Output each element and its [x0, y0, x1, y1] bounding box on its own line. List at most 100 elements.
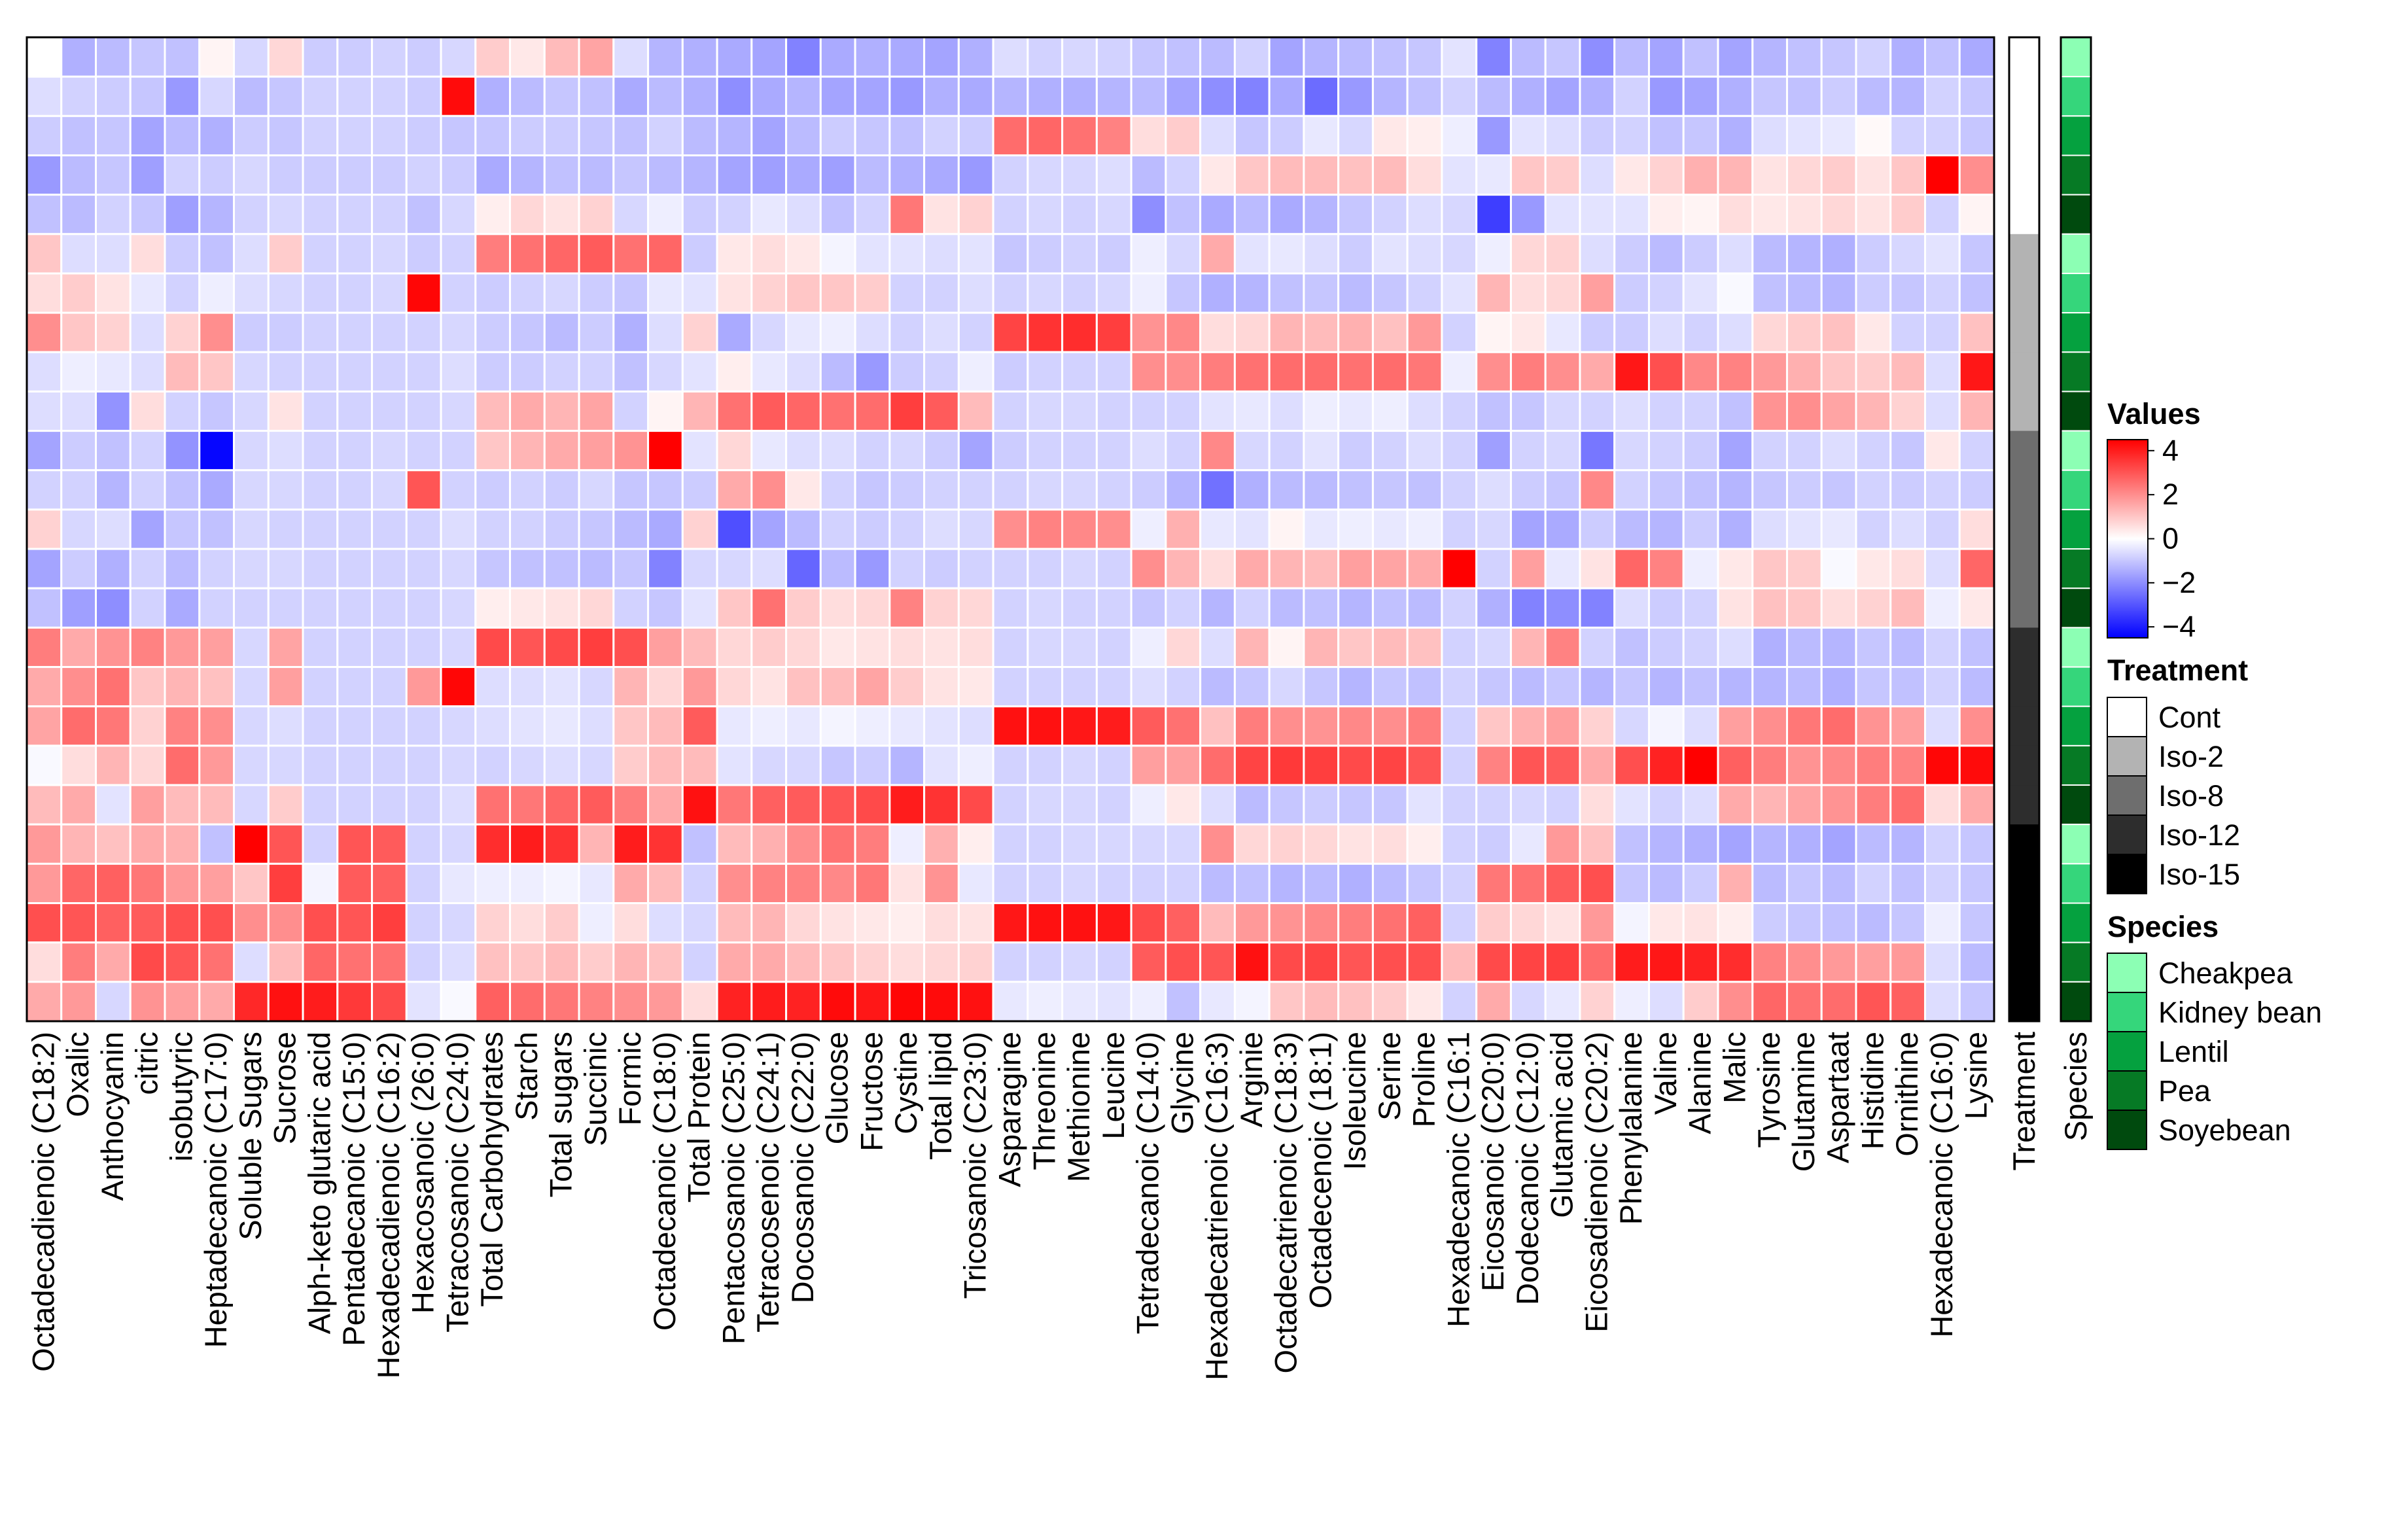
heatmap-cell: [785, 390, 822, 432]
heatmap-cell: [681, 390, 718, 432]
heatmap-cell: [1889, 666, 1926, 708]
heatmap-cell: [60, 587, 97, 629]
heatmap-cell: [1026, 430, 1064, 472]
heatmap-cell: [1855, 941, 1892, 983]
heatmap-cell: [1923, 587, 1961, 629]
heatmap-cell: [578, 862, 615, 905]
heatmap-cell: [302, 548, 339, 589]
heatmap-cell: [1647, 154, 1685, 196]
heatmap-cell: [1165, 351, 1202, 393]
heatmap-cell: [405, 36, 442, 78]
column-label: Tetracosanoic (C24:0): [440, 1032, 474, 1333]
heatmap-cell: [1682, 233, 1719, 275]
heatmap-cell: [1371, 351, 1409, 393]
heatmap-cell: [1717, 272, 1754, 314]
heatmap-cell: [647, 469, 684, 511]
heatmap-cell: [1130, 233, 1167, 275]
heatmap-cell: [1509, 36, 1547, 78]
treatment-annotation-border: [2008, 36, 2041, 1023]
heatmap-cells: [26, 36, 1995, 1023]
heatmap-cell: [371, 154, 408, 196]
species-legend-swatch: [2107, 1110, 2147, 1150]
heatmap-cell: [1199, 154, 1236, 196]
heatmap-cell: [1337, 902, 1374, 944]
heatmap-cell: [1889, 430, 1926, 472]
heatmap-cell: [1268, 233, 1305, 275]
heatmap-cell: [1061, 823, 1098, 865]
values-tick-label: 0: [2162, 522, 2179, 555]
heatmap-cell: [1509, 981, 1547, 1023]
heatmap-cell: [681, 36, 718, 78]
heatmap-cell: [716, 862, 753, 905]
heatmap-cell: [1337, 981, 1374, 1023]
heatmap-cell: [647, 194, 684, 236]
heatmap-cell: [1855, 430, 1892, 472]
treatment-annotation-cell: [2009, 37, 2039, 77]
heatmap-cell: [647, 941, 684, 983]
treatment-legend-swatch: [2107, 736, 2147, 777]
heatmap-cell: [957, 587, 994, 629]
heatmap-cell: [1337, 548, 1374, 589]
column-label: Glutamic acid: [1545, 1032, 1579, 1218]
heatmap-cell: [1509, 626, 1547, 669]
heatmap-cell: [957, 194, 994, 236]
column-label: Pentacosanoic (C25:0): [716, 1032, 751, 1344]
heatmap-cell: [302, 744, 339, 786]
treatment-legend-swatch: [2107, 697, 2147, 737]
heatmap-cell: [1509, 902, 1547, 944]
heatmap-cell: [233, 351, 270, 393]
species-annotation-cell: [2060, 37, 2092, 78]
heatmap-cell: [1820, 272, 1857, 314]
heatmap-cell: [716, 784, 753, 826]
heatmap-cell: [1544, 941, 1581, 983]
heatmap-cell: [1441, 941, 1478, 983]
heatmap-cell: [1475, 744, 1512, 786]
heatmap-cell: [543, 75, 580, 117]
heatmap-cell: [647, 311, 684, 353]
heatmap-cell: [1337, 194, 1374, 236]
heatmap-cell: [1303, 430, 1340, 472]
treatment-annotation-cell: [2009, 234, 2039, 274]
heatmap-cell: [1337, 114, 1374, 156]
heatmap-cell: [60, 154, 97, 196]
heatmap-cell: [1785, 469, 1823, 511]
heatmap-cell: [1579, 272, 1616, 314]
heatmap-cell: [1509, 75, 1547, 117]
heatmap-cell: [1889, 469, 1926, 511]
heatmap-cell: [164, 784, 201, 826]
heatmap-cell: [681, 351, 718, 393]
heatmap-cell: [164, 272, 201, 314]
heatmap-cell: [26, 548, 63, 589]
heatmap-cell: [26, 194, 63, 236]
heatmap-cell: [1165, 981, 1202, 1023]
heatmap-cell: [681, 626, 718, 669]
column-label: Hexadecanoic (C16:0): [1924, 1032, 1959, 1338]
heatmap-cell: [1233, 626, 1271, 669]
heatmap-cell: [543, 784, 580, 826]
heatmap-cell: [992, 114, 1029, 156]
species-annotation-cell: [2060, 430, 2092, 471]
heatmap-cell: [302, 902, 339, 944]
heatmap-cell: [1889, 823, 1926, 865]
heatmap-cell: [1061, 784, 1098, 826]
heatmap-cell: [750, 941, 788, 983]
heatmap-cell: [440, 902, 477, 944]
heatmap-cell: [1889, 744, 1926, 786]
heatmap-cell: [1268, 272, 1305, 314]
heatmap-cell: [1958, 311, 1995, 353]
heatmap-cell: [923, 469, 960, 511]
heatmap-cell: [1855, 311, 1892, 353]
heatmap-cell: [923, 823, 960, 865]
heatmap-cell: [1785, 587, 1823, 629]
heatmap-cell: [129, 36, 166, 78]
heatmap-cell: [1820, 784, 1857, 826]
heatmap-cell: [336, 902, 374, 944]
heatmap-cell: [1509, 469, 1547, 511]
heatmap-cell: [992, 587, 1029, 629]
heatmap-cell: [474, 75, 512, 117]
heatmap-cell: [957, 390, 994, 432]
heatmap-cell: [1441, 311, 1478, 353]
heatmap-cell: [543, 36, 580, 78]
heatmap-cell: [1647, 351, 1685, 393]
heatmap-cell: [60, 548, 97, 589]
